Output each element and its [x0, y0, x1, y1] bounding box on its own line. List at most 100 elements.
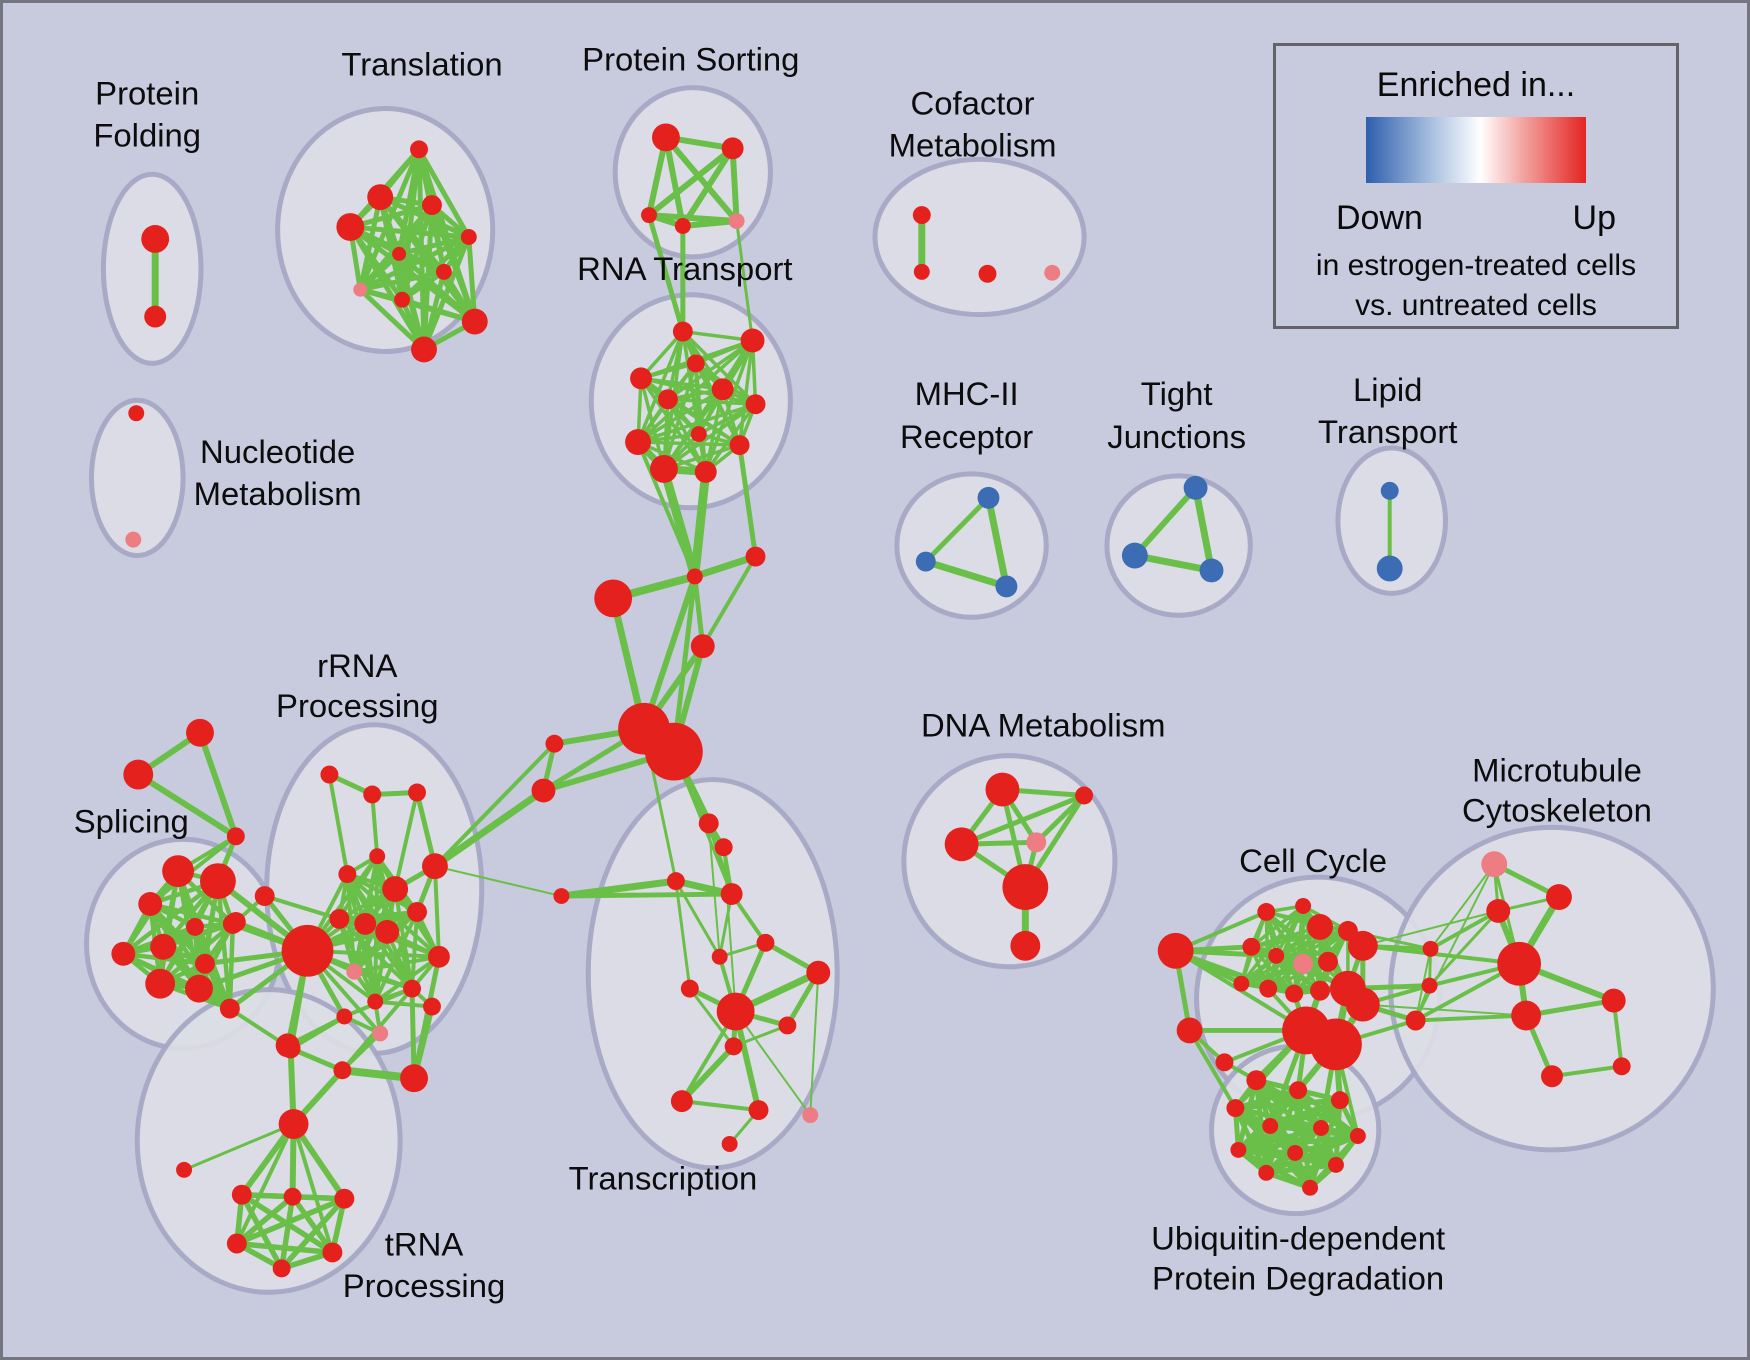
cluster-label-trna-processing: tRNA [385, 1225, 464, 1262]
edge [347, 224, 427, 352]
edge [278, 1195, 348, 1272]
cluster-label-rrna-processing: rRNA [317, 647, 397, 684]
gene-set-node [670, 1090, 693, 1113]
gene-set-node [336, 1008, 353, 1025]
edge [1263, 1133, 1361, 1176]
gene-set-node [1349, 1128, 1366, 1144]
edge [639, 376, 708, 474]
gene-set-node [1176, 1017, 1203, 1044]
cluster-label-translation: Translation [341, 46, 502, 83]
gene-set-node [1257, 903, 1276, 921]
gene-set-node [740, 328, 765, 353]
gene-set-node [1183, 475, 1208, 500]
gene-set-node [150, 933, 177, 960]
edge [352, 954, 441, 974]
cluster-ellipse-mhc-ii-receptor [894, 471, 1049, 620]
gene-set-node [272, 1259, 291, 1278]
gene-set-node [1002, 864, 1049, 910]
gene-set-node [226, 1233, 247, 1254]
gene-set-node [720, 883, 743, 906]
gene-set-node [1289, 1081, 1308, 1100]
edge [809, 971, 820, 1117]
legend-title: Enriched in... [1376, 66, 1576, 104]
gene-set-node [778, 1016, 797, 1035]
gene-set-node [651, 123, 680, 152]
gene-set-node [1405, 1010, 1426, 1031]
edge [691, 553, 760, 580]
edge [674, 879, 692, 991]
edge [288, 1014, 347, 1051]
gene-set-node [728, 213, 745, 229]
cluster-ellipse-microtubule-cytoskeleton [1388, 824, 1716, 1153]
gene-set-node [686, 568, 703, 585]
edge [922, 558, 1010, 590]
edge [1413, 1013, 1529, 1023]
cluster-label-rrna-processing: Processing [276, 687, 438, 724]
edge [373, 999, 434, 1009]
edge [1361, 1003, 1528, 1017]
gene-set-node [408, 783, 426, 802]
edge [370, 792, 380, 859]
gene-set-node [657, 389, 678, 410]
gene-set-node [721, 1135, 738, 1152]
edge [182, 1122, 296, 1172]
gene-set-node [729, 435, 750, 455]
gene-set-node [1295, 898, 1312, 914]
gene-set-node [690, 634, 715, 659]
gene-set-node [322, 1242, 343, 1263]
edge [700, 554, 758, 649]
gene-set-node [944, 827, 979, 862]
gene-set-node [1259, 979, 1278, 998]
edge [678, 1043, 737, 1105]
edge [1033, 792, 1087, 845]
edge [431, 787, 547, 870]
edge [679, 218, 740, 229]
gene-set-node [372, 1025, 389, 1042]
cluster-label-cofactor-metabolism: Metabolism [889, 126, 1057, 163]
cluster-label-nucleotide-metabolism: Metabolism [194, 475, 362, 512]
gene-set-node [625, 429, 651, 455]
gene-set-node [985, 772, 1020, 807]
edge [737, 338, 755, 447]
edge [121, 878, 221, 957]
edge [373, 954, 441, 1004]
gene-set-node [423, 997, 441, 1016]
edge [737, 442, 759, 560]
gene-set-node [1157, 932, 1194, 969]
gene-set-node [748, 1100, 769, 1121]
gene-set-node [231, 1184, 252, 1205]
gene-set-node [1075, 786, 1094, 805]
gene-set-node [674, 218, 691, 234]
edge [1192, 484, 1215, 574]
edge [666, 338, 755, 401]
edge [679, 145, 736, 229]
gene-set-node [711, 378, 734, 401]
gene-set-node [711, 948, 728, 965]
gene-set-node [1230, 1141, 1247, 1158]
cluster-label-tight-junctions: Junctions [1107, 418, 1246, 455]
edge [1429, 863, 1496, 950]
gene-set-node [977, 486, 1000, 509]
gene-set-node [400, 1064, 428, 1093]
gene-set-node [1226, 1099, 1245, 1118]
edge [375, 854, 415, 991]
gene-set-node [915, 551, 936, 572]
cluster-label-lipid-transport: Lipid [1353, 371, 1422, 408]
gene-set-node [375, 919, 400, 944]
gene-set-node [461, 308, 488, 335]
edge [636, 329, 685, 444]
edge [704, 402, 758, 474]
gene-set-node [1327, 1156, 1344, 1173]
edge [197, 986, 293, 1051]
edge [688, 987, 736, 1048]
cluster-label-microtubule-cytoskeleton: Microtubule [1472, 752, 1642, 789]
cluster-label-nucleotide-metabolism: Nucleotide [200, 433, 355, 470]
edge [234, 1122, 296, 1246]
cluster-label-cell-cycle: Cell Cycle [1239, 842, 1387, 879]
gene-set-node [460, 228, 477, 245]
edge [694, 361, 742, 447]
gene-set-node [427, 945, 450, 968]
edge [646, 145, 736, 219]
edge [357, 251, 402, 293]
gene-set-node [403, 979, 422, 998]
